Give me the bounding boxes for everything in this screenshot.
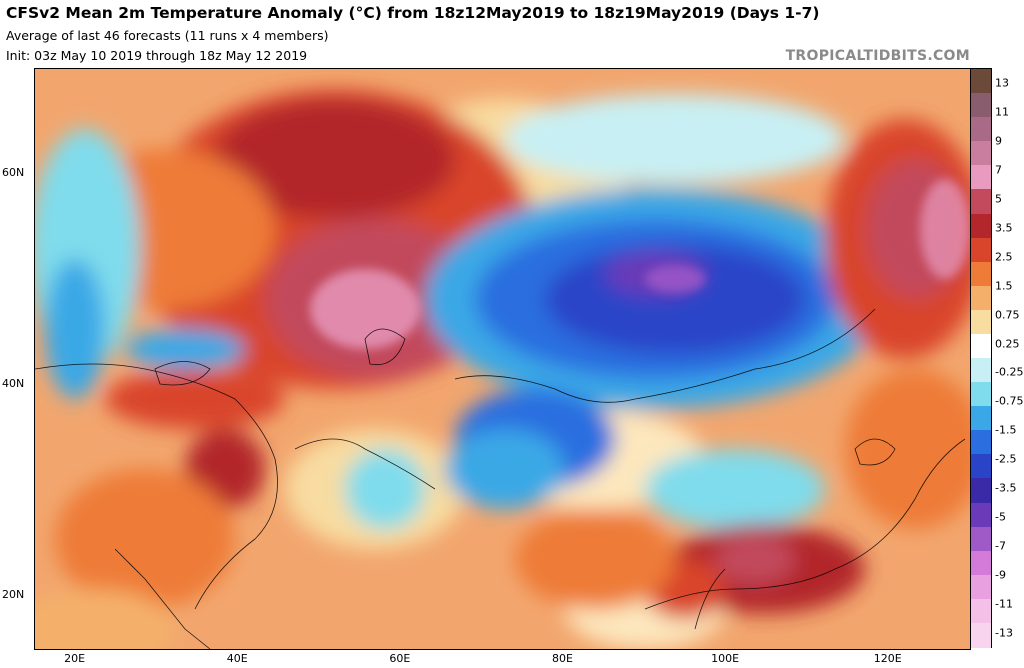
colorbar-swatch [971,406,991,432]
colorbar-swatch [971,117,991,143]
colorbar-swatch [971,574,991,600]
longitude-label-80E: 80E [551,652,573,665]
colorbar-swatch [971,93,991,119]
colorbar-label: -1.5 [995,423,1017,437]
colorbar-label: -11 [995,597,1013,611]
colorbar-swatch [971,69,991,94]
colorbar-swatch [971,430,991,456]
latitude-label-60N: 60N [2,166,25,180]
colorbar-swatch [971,478,991,504]
colorbar-label: -0.25 [995,365,1024,379]
temperature-anomaly-map [34,68,971,650]
map-title: CFSv2 Mean 2m Temperature Anomaly (°C) f… [6,4,820,22]
map-subtitle-averaging: Average of last 46 forecasts (11 runs x … [6,28,329,43]
colorbar-swatch [971,237,991,263]
colorbar-label: 2.5 [995,250,1013,264]
longitude-label-20E: 20E [64,652,86,665]
colorbar-label: 0.75 [995,308,1020,322]
longitude-label-120E: 120E [873,652,902,665]
colorbar-label: -9 [995,568,1006,582]
colorbar-swatch [971,598,991,624]
colorbar-swatch [971,382,991,408]
colorbar-swatch [971,285,991,311]
colorbar-label: 7 [995,163,1002,177]
latitude-label-40N: 40N [2,377,25,391]
colorbar-swatch [971,333,991,359]
colorbar-label: 1.5 [995,279,1013,293]
anomaly-field [35,69,970,649]
map-subtitle-init: Init: 03z May 10 2019 through 18z May 12… [6,48,308,63]
colorbar-swatch [971,454,991,480]
longitude-label-40E: 40E [226,652,248,665]
colorbar-swatch [971,189,991,215]
colorbar-label: 5 [995,192,1002,206]
colorbar-label: -5 [995,510,1006,524]
colorbar-label: 3.5 [995,221,1013,235]
colorbar-swatch [971,358,991,383]
colorbar-label: 0.25 [995,337,1020,351]
colorbar-swatch [971,213,991,239]
colorbar-label: -13 [995,626,1013,640]
brand-watermark: TROPICALTIDBITS.COM [785,48,970,64]
longitude-label-100E: 100E [711,652,740,665]
colorbar [970,68,992,648]
colorbar-label: -7 [995,539,1006,553]
colorbar-label: 11 [995,105,1009,119]
colorbar-label: 13 [995,76,1009,90]
colorbar-label: -3.5 [995,481,1017,495]
latitude-label-20N: 20N [2,588,25,602]
colorbar-label: 9 [995,134,1002,148]
colorbar-swatch [971,550,991,576]
longitude-label-60E: 60E [389,652,411,665]
colorbar-swatch [971,261,991,287]
colorbar-swatch [971,622,991,648]
colorbar-swatch [971,165,991,191]
colorbar-swatch [971,141,991,167]
colorbar-swatch [971,309,991,335]
colorbar-swatch [971,526,991,552]
colorbar-swatch [971,502,991,528]
colorbar-label: -0.75 [995,394,1024,408]
colorbar-label: -2.5 [995,452,1017,466]
